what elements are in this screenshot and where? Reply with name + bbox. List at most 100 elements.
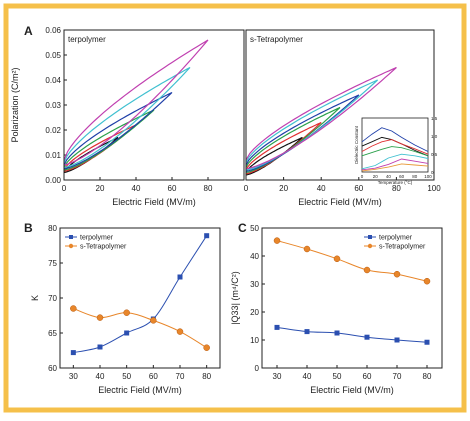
- y-tick-label: 40: [250, 252, 259, 261]
- data-point-circle: [123, 309, 130, 316]
- x-tick-label: 80: [423, 372, 432, 381]
- y-tick-label: 0.02: [45, 126, 61, 135]
- data-point-square: [70, 350, 76, 356]
- inset-curve-3: [361, 139, 429, 155]
- y-tick-label: 10: [250, 336, 259, 345]
- legend-label: s-Tetrapolymer: [80, 244, 127, 251]
- data-point-circle: [150, 317, 157, 324]
- pe-loop-tetrapolymer-6: [245, 66, 397, 170]
- x-tick-label: 60: [168, 184, 177, 193]
- data-point-circle: [393, 270, 401, 278]
- data-point-square: [177, 274, 183, 280]
- inset-x-tick-label: 100: [424, 174, 432, 179]
- x-tick-label: 40: [303, 372, 312, 381]
- x-tick-label: 0: [244, 184, 249, 193]
- x-tick-label: 30: [273, 372, 282, 381]
- chart-a-right: 0 20 40 60 80 100 s-Tetrapolymer Electric Field…: [244, 35, 441, 207]
- inset-ylabel: Dielectric Constant: [354, 125, 359, 164]
- chart-c-frame: [261, 227, 443, 369]
- chart-a-left: 0 20 40 60 80 0.00 0.01 0.02 0.03 0.04 0.05 0.06 ter…: [10, 26, 213, 207]
- inset-curve-5: [361, 153, 429, 170]
- x-tick-label: 20: [279, 184, 288, 193]
- inset-right-tick-label: 0: [431, 170, 434, 175]
- chart-a-left-xlabel: Electric Field (MV/m): [112, 197, 196, 207]
- data-point-circle: [70, 305, 77, 312]
- inset-curve-2: [361, 127, 429, 152]
- data-point-circle: [363, 266, 371, 274]
- data-point-square: [204, 233, 210, 239]
- chart-b-xlabel: Electric Field (MV/m): [98, 385, 182, 395]
- inset-curve-7: [361, 163, 429, 172]
- data-point-square: [274, 324, 280, 330]
- chart-b-ylabel: K: [30, 295, 40, 301]
- chart-b-frame: [59, 227, 221, 369]
- data-point-square: [304, 329, 310, 335]
- inset-right-tick-label: 1.5: [431, 116, 438, 121]
- y-tick-label: 20: [250, 308, 259, 317]
- x-tick-label: 60: [354, 184, 363, 193]
- x-tick-label: 70: [176, 372, 185, 381]
- data-point-circle: [203, 344, 210, 351]
- y-tick-label: 0.01: [45, 151, 61, 160]
- x-tick-label: 60: [149, 372, 158, 381]
- data-point-circle: [273, 237, 281, 244]
- legend-label: terpolymer: [379, 235, 413, 242]
- chart-a-right-frame: [245, 29, 435, 181]
- x-tick-label: 70: [393, 372, 402, 381]
- x-tick-label: 80: [202, 372, 211, 381]
- figure-border: [3, 3, 467, 413]
- y-tick-label: 50: [250, 224, 259, 233]
- x-tick-label: 30: [69, 372, 78, 381]
- x-tick-label: 50: [122, 372, 131, 381]
- inset-x-tick-label: 0: [361, 174, 364, 179]
- inset-frame: [361, 117, 429, 173]
- x-tick-label: 40: [132, 184, 141, 193]
- y-tick-label: 65: [48, 329, 57, 338]
- y-tick-label: 30: [250, 280, 259, 289]
- y-tick-label: 0.05: [45, 51, 61, 60]
- y-tick-label: 80: [48, 224, 57, 233]
- inset-x-tick-label: 20: [373, 174, 379, 179]
- y-tick-label: 0.00: [45, 176, 61, 185]
- data-point-square: [424, 339, 430, 345]
- legend-marker: [368, 235, 372, 239]
- chart-c: 30 40 50 60 70 80 0 10 20 30 40 50 terpolymer s-Tetra…: [250, 224, 432, 395]
- data-point-square: [394, 337, 400, 343]
- pe-loop-terpolymer-6: [63, 39, 209, 166]
- chart-a-right-title: s-Tetrapolymer: [250, 35, 303, 44]
- chart-a-ylabel: Polarization (C/m²): [10, 67, 20, 142]
- chart-c-xlabel: Electric Field (MV/m): [310, 385, 394, 395]
- data-point-square: [97, 344, 103, 350]
- series-line-1: [276, 326, 428, 343]
- chart-a-left-frame: [63, 29, 245, 181]
- x-tick-label: 40: [317, 184, 326, 193]
- y-tick-label: 0.03: [45, 101, 61, 110]
- legend-marker: [367, 243, 373, 249]
- data-point-circle: [176, 328, 184, 335]
- x-tick-label: 80: [204, 184, 213, 193]
- x-tick-label: 0: [62, 184, 67, 193]
- x-tick-label: 20: [96, 184, 105, 193]
- y-tick-label: 0: [255, 364, 260, 373]
- x-tick-label: 100: [427, 184, 441, 193]
- data-point-circle: [303, 245, 311, 253]
- data-point-square: [364, 334, 370, 340]
- data-point-circle: [423, 277, 431, 285]
- inset-right-tick-label: 0.5: [431, 152, 438, 157]
- legend-marker: [68, 243, 74, 249]
- y-tick-label: 0.06: [45, 26, 61, 35]
- data-point-square: [124, 330, 130, 336]
- data-point-square: [334, 330, 340, 336]
- chart-b: 30 40 50 60 70 80 60 65 70 75 80 terpolymer s-Tetrap…: [48, 224, 212, 395]
- y-tick-label: 0.04: [45, 76, 61, 85]
- x-tick-label: 80: [392, 184, 401, 193]
- inset-curve-6: [361, 158, 429, 171]
- inset-x-tick-label: 60: [399, 174, 405, 179]
- legend-label: s-Tetrapolymer: [379, 244, 426, 251]
- inset-xlabel: Temperature (°C): [378, 180, 413, 185]
- data-point-circle: [96, 314, 104, 321]
- x-tick-label: 50: [333, 372, 342, 381]
